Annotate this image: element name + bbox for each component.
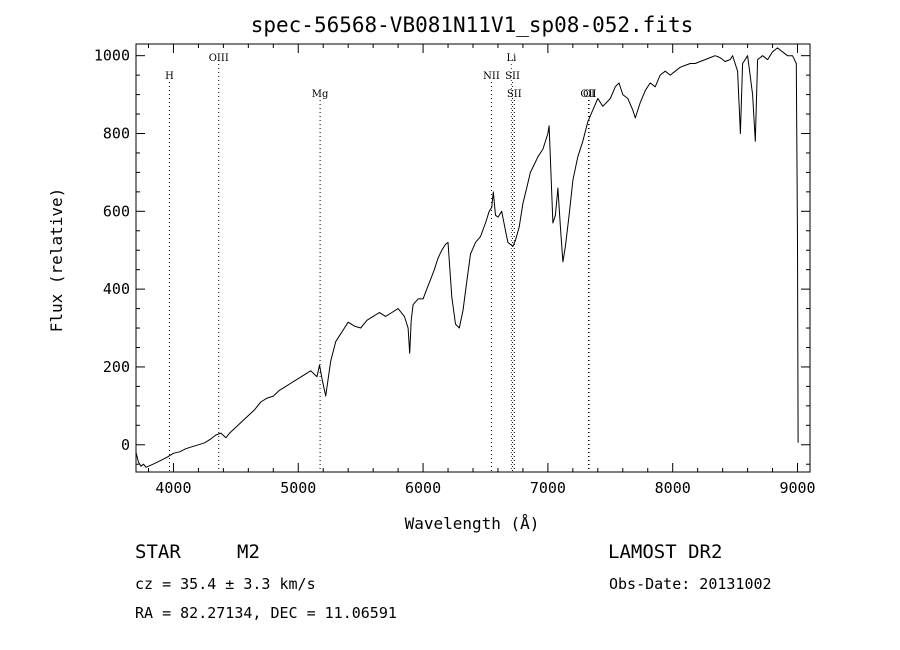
y-tick-label: 200	[103, 358, 130, 376]
line-label-sii: SII	[505, 71, 520, 82]
line-label-nii: NII	[483, 71, 500, 82]
y-axis-label: Flux (relative)	[47, 188, 66, 333]
x-tick-label: 5000	[280, 479, 316, 497]
y-tick-label: 400	[103, 280, 130, 298]
coords-label: RA = 82.27134, DEC = 11.06591	[135, 604, 397, 622]
y-tick-label: 800	[103, 124, 130, 142]
line-label-sii: SII	[507, 89, 522, 100]
line-label-oiii: OIII	[209, 53, 229, 64]
redshift-label: cz = 35.4 ± 3.3 km/s	[135, 575, 316, 593]
obs-date-label: Obs-Date: 20131002	[609, 575, 772, 593]
plot-frame	[135, 43, 811, 473]
x-tick-label: 6000	[405, 479, 441, 497]
axes: 4000 5000 6000 7000 8000 9000 0 200 400 600 800 100…	[94, 43, 816, 497]
line-label-mg: Mg	[312, 89, 329, 100]
x-axis-label: Wavelength (Å)	[405, 514, 540, 533]
line-label-li: Li	[507, 53, 517, 64]
y-tick-label: 600	[103, 202, 130, 220]
line-label-h: H	[165, 71, 174, 82]
chart-title: spec-56568-VB081N11V1_sp08-052.fits	[251, 13, 694, 37]
y-tick-label: 0	[121, 436, 130, 454]
survey-label: LAMOST DR2	[608, 541, 723, 563]
subclass-label: M2	[237, 541, 260, 563]
line-label-oii: OII	[580, 89, 596, 100]
x-tick-label: 8000	[655, 479, 691, 497]
line-label-oi: OI	[583, 89, 595, 100]
x-tick-label: 4000	[155, 479, 191, 497]
spectrum-line-0	[135, 47, 799, 468]
x-tick-label: 7000	[530, 479, 566, 497]
class-label: STAR	[135, 541, 181, 563]
x-tick-label: 9000	[779, 479, 815, 497]
spectrum-series	[135, 47, 799, 468]
y-tick-label: 1000	[94, 47, 130, 65]
